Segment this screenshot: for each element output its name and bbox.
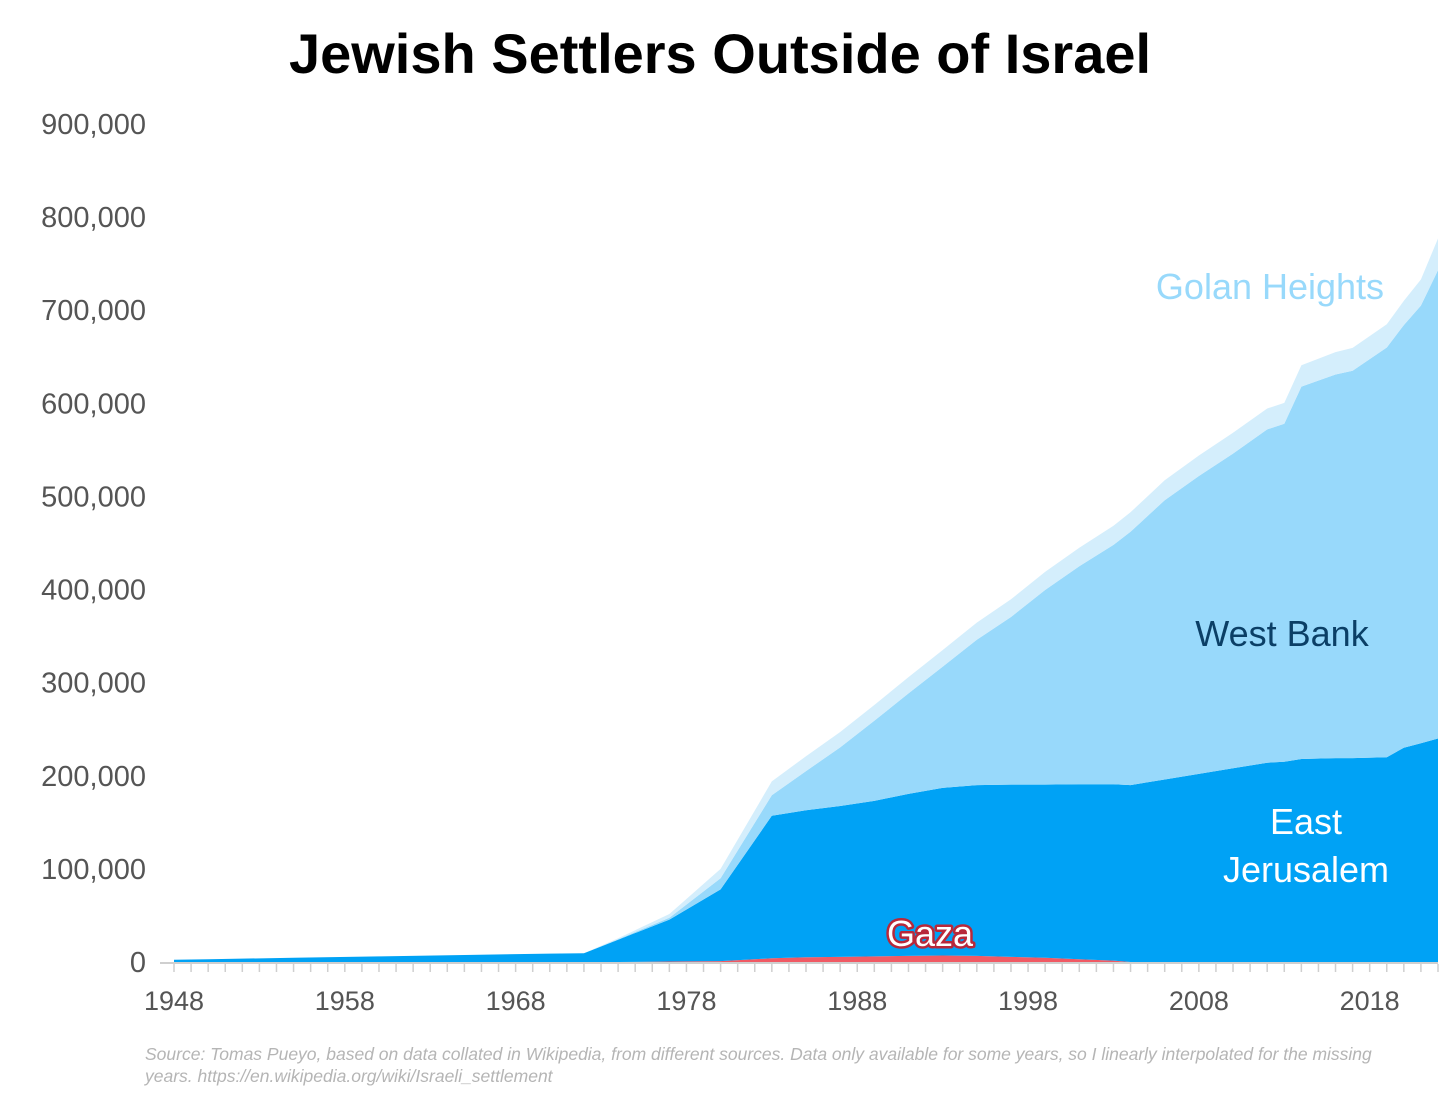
y-tick-label: 500,000	[41, 481, 146, 513]
chart-title: Jewish Settlers Outside of Israel	[289, 22, 1151, 85]
x-tick-label: 1998	[998, 986, 1058, 1016]
x-tick-label: 1968	[486, 986, 546, 1016]
x-tick-label: 2018	[1340, 986, 1400, 1016]
area-labels: Golan Heights West Bank East Jerusalem G…	[884, 266, 1389, 957]
source-note: Source: Tomas Pueyo, based on data colla…	[145, 1044, 1372, 1086]
east-jerusalem-label-line1: East	[1270, 801, 1342, 842]
y-axis: 0 100,000 200,000 300,000 400,000 500,000 600,…	[41, 109, 146, 979]
gaza-label: Gaza	[887, 913, 974, 954]
east-jerusalem-label-line2: Jerusalem	[1223, 849, 1389, 890]
x-tick-label: 1988	[827, 986, 887, 1016]
y-tick-label: 400,000	[41, 575, 146, 607]
area-west-bank	[174, 270, 1438, 960]
y-tick-label: 100,000	[41, 854, 146, 886]
x-tick-label: 1978	[656, 986, 716, 1016]
y-tick-label: 900,000	[41, 109, 146, 141]
y-tick-label: 0	[130, 947, 146, 979]
golan-heights-label: Golan Heights	[1156, 266, 1384, 307]
chart-areas	[174, 238, 1438, 962]
x-axis: 1948 1958 1968 1978 1988 1998 2008 2018	[144, 962, 1439, 1016]
west-bank-label: West Bank	[1195, 613, 1369, 654]
area-gaza	[174, 955, 1438, 962]
area-east-jerusalem	[174, 738, 1438, 962]
y-tick-label: 300,000	[41, 668, 146, 700]
y-tick-label: 200,000	[41, 761, 146, 793]
y-tick-label: 700,000	[41, 295, 146, 327]
x-tick-label: 1948	[144, 986, 204, 1016]
x-tick-label: 1958	[315, 986, 375, 1016]
y-tick-label: 600,000	[41, 388, 146, 420]
x-tick-label: 2008	[1169, 986, 1229, 1016]
y-tick-label: 800,000	[41, 202, 146, 234]
